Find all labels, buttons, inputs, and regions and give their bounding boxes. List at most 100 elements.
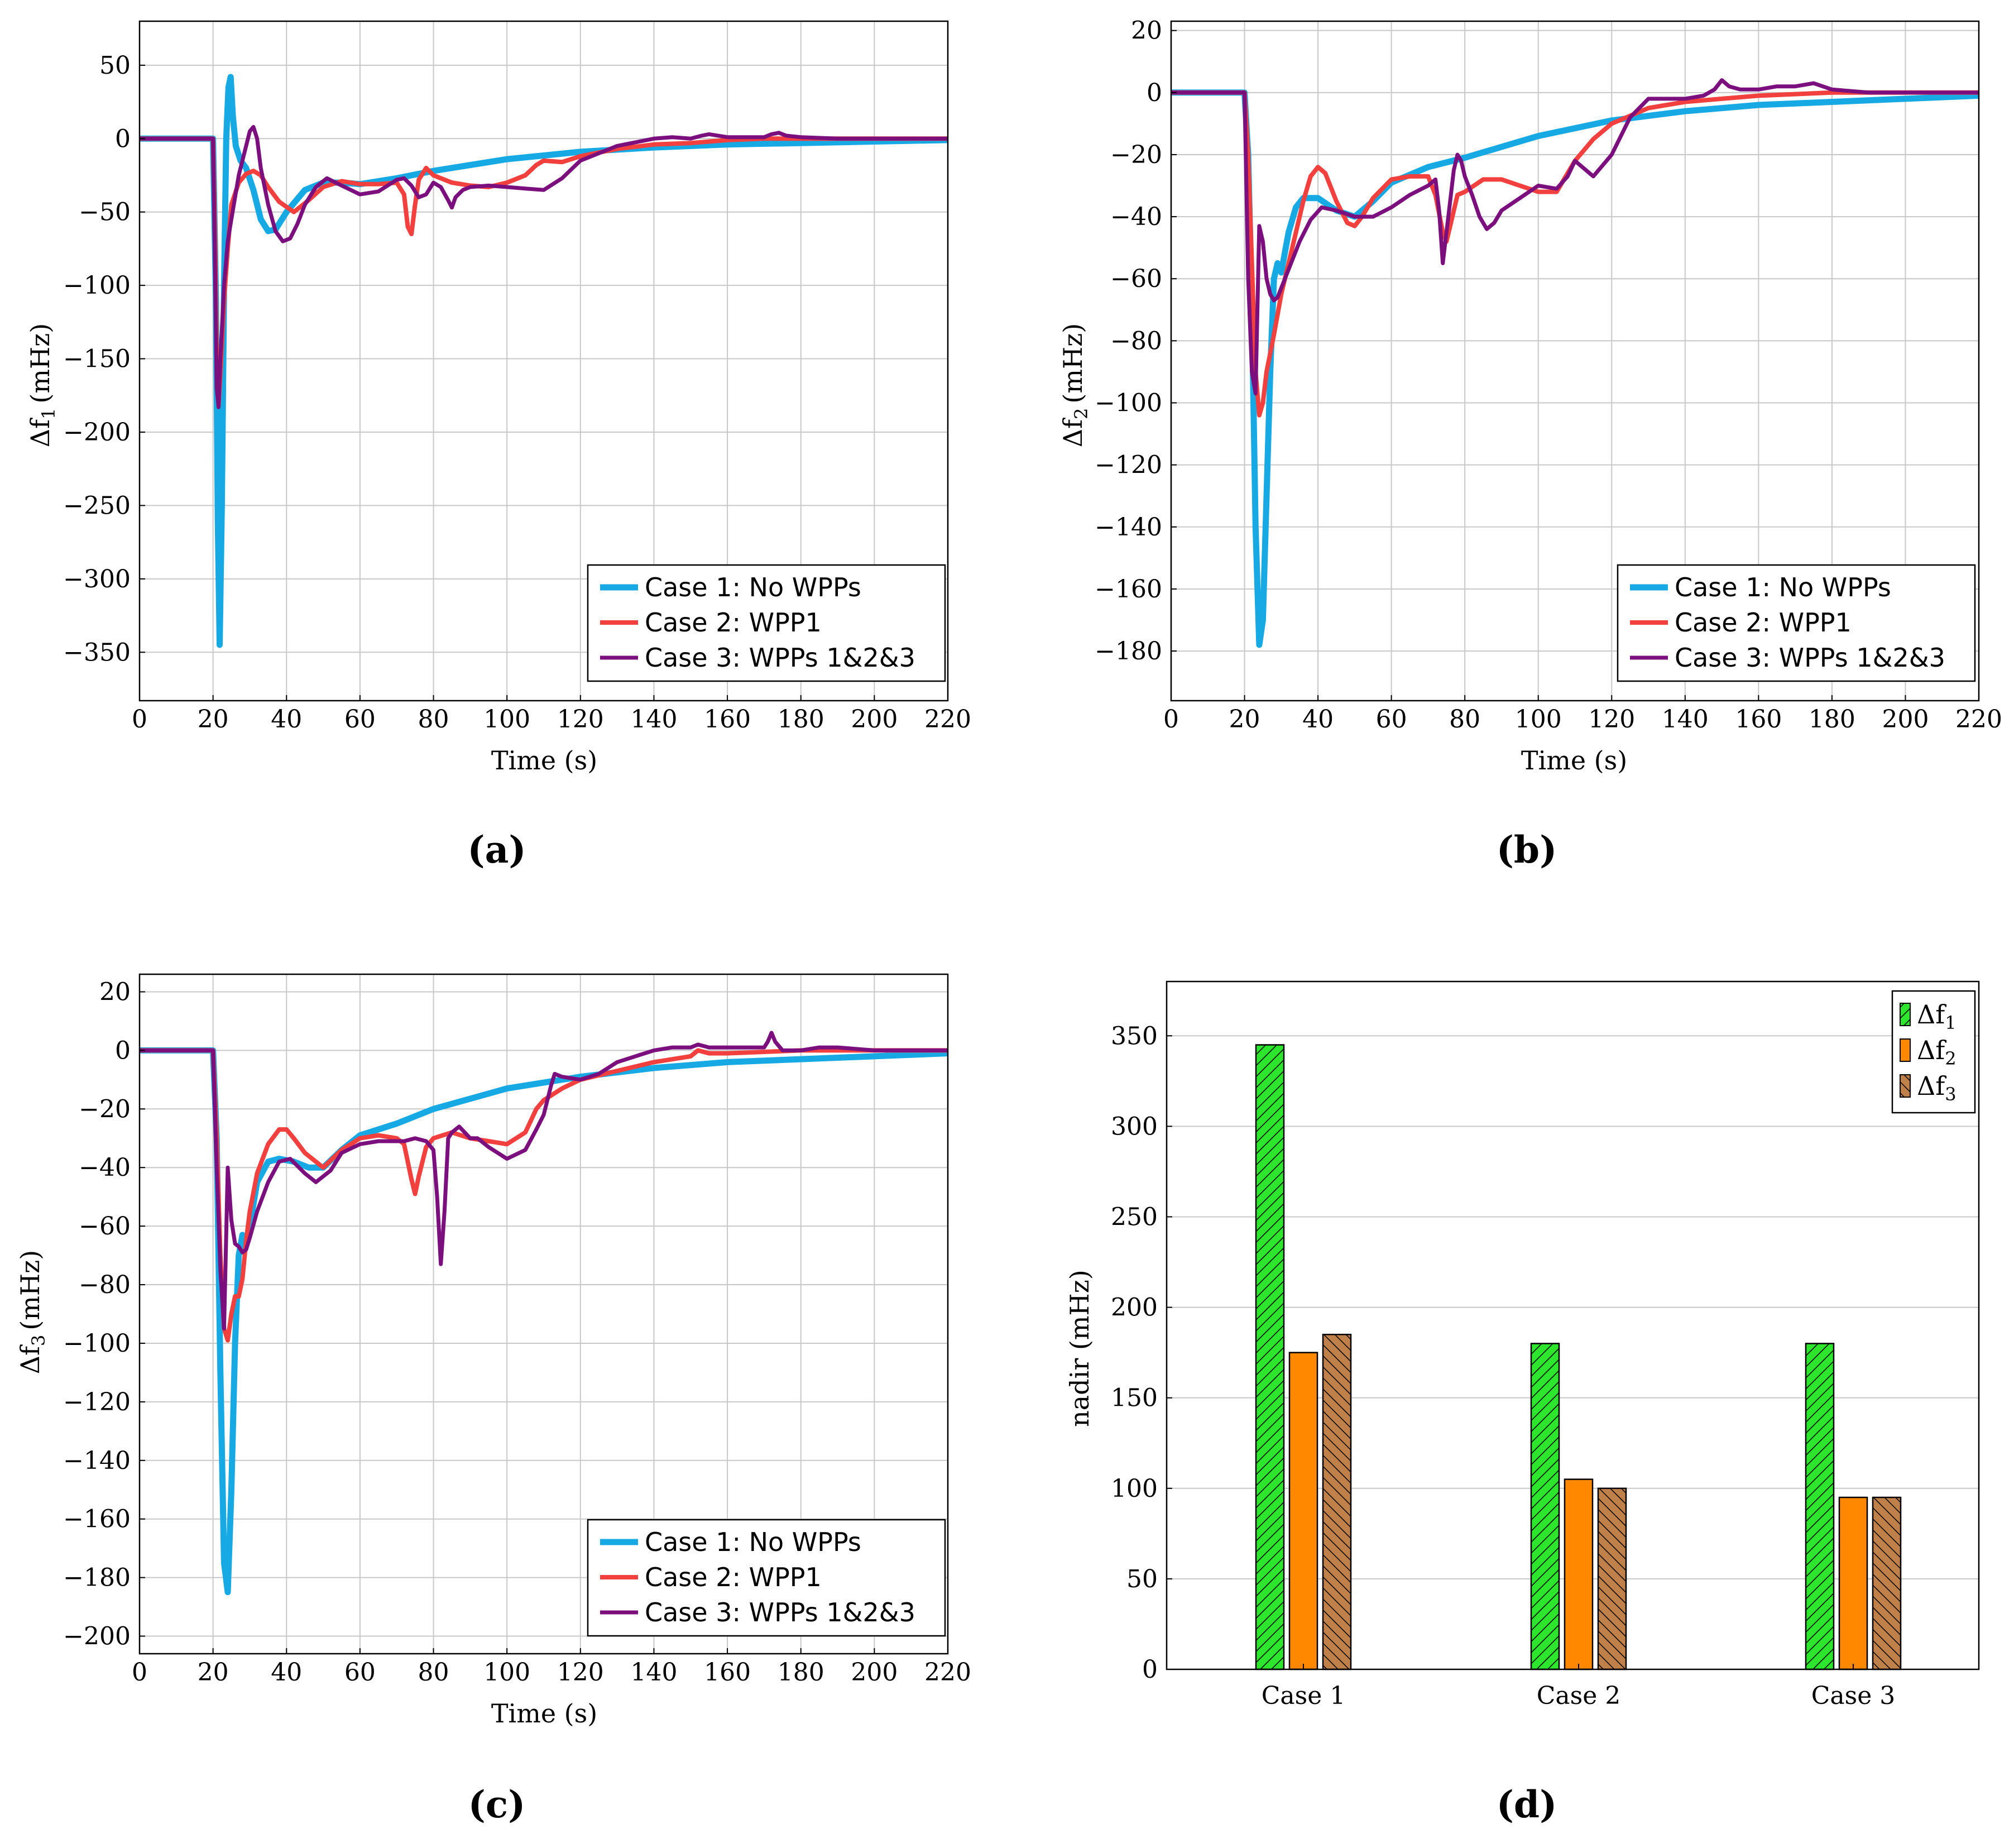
y-tick-label: −60: [79, 1212, 131, 1241]
series-line-case-2: [140, 1048, 948, 1343]
y-tick-label: −40: [79, 1153, 131, 1182]
y-tick-label: −120: [1095, 451, 1162, 480]
x-tick-label: 220: [924, 705, 971, 734]
bar-case1-df3: [1322, 1333, 1352, 1670]
x-tick-label: 20: [198, 1658, 229, 1687]
x-tick-label: 80: [418, 705, 449, 734]
y-tick-label: 200: [1111, 1294, 1158, 1322]
legend: Case 1: No WPPs Case 2: WPP1 Case 3: WPPs …: [587, 1519, 946, 1637]
plot-frame: [1170, 20, 1980, 702]
bar-case1-df2: [1288, 1352, 1318, 1670]
x-tick-label: 80: [418, 1658, 449, 1687]
bar-case3-df1: [1805, 1343, 1835, 1670]
y-tick-label: 0: [1142, 1655, 1158, 1684]
legend-label: Case 1: No WPPs: [645, 572, 861, 602]
legend-label: Δf1: [1917, 999, 1957, 1033]
x-tick-label: 20: [1229, 705, 1260, 734]
chart-panel-b: 0 20 40 60 80 100 120 140 160 180 200 220200−20−40−…: [1058, 17, 2002, 872]
x-tick-label: Case 1: [1262, 1682, 1346, 1710]
legend-box: [587, 1519, 946, 1637]
legend-label: Case 3: WPPs 1&2&3: [645, 1597, 915, 1627]
x-tick-label: 100: [483, 705, 530, 734]
legend-label: Case 2: WPP1: [1675, 607, 1852, 638]
legend-label: Δf2: [1917, 1035, 1957, 1069]
y-axis-label: Δf3(mHz): [15, 1250, 49, 1374]
legend-box: [1617, 564, 1976, 682]
x-tick-label: 100: [483, 1658, 530, 1687]
y-tick-label: −40: [1110, 203, 1162, 231]
y-tick-label: −50: [79, 198, 131, 227]
y-tick-label: −160: [63, 1505, 131, 1534]
y-axis-label: nadir (mHz): [1064, 1270, 1095, 1427]
x-tick-label: 120: [557, 1658, 604, 1687]
x-axis-label: Time (s): [491, 745, 597, 775]
legend-swatch-df1: [1900, 1003, 1911, 1026]
legend-label: Case 2: WPP1: [645, 607, 822, 638]
y-tick-label: 250: [1111, 1203, 1158, 1231]
legend-swatch-df2: [1900, 1038, 1911, 1062]
series-line-case-3: [1171, 78, 1979, 396]
y-tick-label: 150: [1111, 1384, 1158, 1413]
legend-label: Case 1: No WPPs: [645, 1527, 861, 1557]
panel-caption: (b): [1497, 828, 1557, 872]
y-tick-label: 0: [1147, 79, 1162, 107]
series-line-case-2: [1171, 90, 1979, 418]
y-tick-label: −100: [1095, 389, 1162, 418]
legend: Case 1: No WPPs Case 2: WPP1 Case 3: WPPs …: [1617, 564, 1976, 682]
y-tick-label: −180: [63, 1564, 131, 1592]
x-tick-label: 180: [778, 1658, 824, 1687]
x-tick-label: 100: [1515, 705, 1562, 734]
series-line-case-1: [140, 1047, 948, 1596]
y-tick-label: −60: [1110, 265, 1162, 293]
y-axis-label: Δf1(mHz): [25, 323, 59, 447]
chart-panel-c: 0 20 40 60 80 100 120 140 160 180 200 220200−20−40−…: [15, 973, 971, 1826]
y-tick-label: 300: [1111, 1112, 1158, 1141]
y-tick-label: −20: [79, 1095, 131, 1123]
x-tick-label: 40: [271, 1658, 302, 1687]
x-tick-label: 200: [851, 705, 898, 734]
y-tick-label: −140: [63, 1447, 131, 1475]
x-tick-label: 60: [344, 1658, 376, 1687]
x-tick-label: 80: [1449, 705, 1480, 734]
x-tick-label: 120: [1588, 705, 1635, 734]
plot-frame: [138, 20, 949, 702]
x-tick-label: 140: [630, 705, 677, 734]
series-line-case-1: [1171, 89, 1979, 648]
legend-box: [587, 564, 946, 682]
y-tick-label: −140: [1095, 513, 1162, 542]
x-tick-label: 200: [1882, 705, 1929, 734]
y-tick-label: −150: [63, 345, 131, 374]
chart-panel-a: 0 20 40 60 80 100 120 140 160 180 200 220 50 0 −50 −100…: [25, 20, 971, 872]
series-line-case-1: [140, 74, 948, 648]
x-tick-label: Case 3: [1811, 1682, 1896, 1710]
ticks: 0 50 100 150 200 250 300 350 Case 1 Case 2 Case 3: [1111, 1022, 1895, 1710]
x-tick-label: 160: [704, 1658, 751, 1687]
panel-caption: (c): [468, 1783, 526, 1826]
bar-case3-df2: [1838, 1496, 1868, 1670]
x-tick-label: 40: [271, 705, 302, 734]
ticks: 0 20 40 60 80 100 120 140 160 180 200 220200−20−40−…: [63, 978, 971, 1687]
series-line-case-2: [140, 136, 948, 408]
y-tick-label: −20: [1110, 141, 1162, 169]
y-tick-label: −200: [63, 1622, 131, 1651]
bar-case3-df3: [1872, 1496, 1902, 1670]
x-tick-label: 20: [198, 705, 229, 734]
series-line-case-3: [140, 125, 948, 409]
y-tick-label: 50: [99, 51, 131, 80]
y-tick-label: 0: [115, 125, 131, 153]
x-tick-label: 180: [778, 705, 824, 734]
bar-case2-df2: [1564, 1478, 1594, 1670]
x-tick-label: Case 2: [1537, 1682, 1621, 1710]
series-lines: [140, 1031, 948, 1596]
panel-caption: (a): [467, 828, 526, 872]
y-tick-label: 350: [1111, 1022, 1158, 1050]
x-tick-label: 60: [344, 705, 376, 734]
y-tick-label: −350: [63, 638, 131, 667]
ticks: 0 20 40 60 80 100 120 140 160 180 200 220 50 0 −50 −100…: [63, 51, 971, 734]
y-tick-label: −300: [63, 565, 131, 593]
y-tick-label: 0: [115, 1036, 131, 1065]
x-tick-label: 200: [851, 1658, 898, 1687]
x-tick-label: 160: [704, 705, 751, 734]
